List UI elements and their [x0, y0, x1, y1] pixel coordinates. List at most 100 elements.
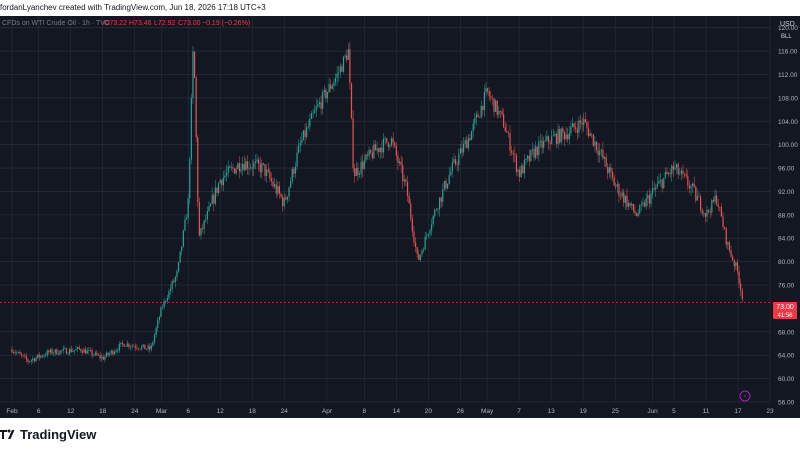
candle-body [740, 283, 742, 291]
y-tick-label: 104.00 [778, 119, 798, 126]
candle-body [511, 150, 513, 153]
candle-body [482, 105, 484, 111]
candle-body [530, 150, 532, 162]
candle-body [370, 149, 372, 153]
candle-body [211, 195, 213, 204]
y-axis: 120.00 116.00 112.00 108.00 104.00 100.00 96.0… [778, 25, 798, 406]
candle-body [184, 219, 186, 231]
candle-body [708, 209, 710, 212]
candle-body [45, 355, 47, 357]
candle-body [687, 176, 689, 186]
brand[interactable]: TradingView [0, 426, 96, 442]
x-tick-label: Mar [156, 408, 168, 415]
candle-body [541, 140, 543, 148]
candle-body [611, 171, 614, 178]
candle-body [515, 155, 518, 172]
candle-body [205, 219, 207, 221]
candle-body [554, 134, 556, 136]
candle-body [741, 290, 743, 300]
x-tick-label: May [481, 408, 494, 415]
candle-body [209, 203, 212, 207]
go-to-realtime-button[interactable]: ⚡ [739, 390, 751, 402]
candle-body [78, 347, 80, 350]
candle-body [519, 169, 521, 177]
candle-body [29, 361, 31, 363]
last-price-value: 73.00 [776, 304, 794, 311]
candle-body [688, 185, 690, 189]
candle-body [208, 206, 210, 211]
x-axis: Feb 6 12 18 24 Mar 6 12 18 24 Apr 8 14 20 26 May 7 13 19 25… [6, 408, 774, 415]
candle-body [568, 133, 570, 140]
candle-body [509, 132, 511, 151]
candle-body [517, 169, 519, 172]
candle-body [459, 148, 461, 155]
candle-body [544, 140, 546, 141]
y-tick-label: 100.00 [778, 142, 798, 149]
candle-body [206, 210, 208, 220]
candle-body [96, 352, 98, 355]
candle-body [602, 149, 604, 159]
candle-body [230, 167, 232, 168]
candle-body [499, 110, 502, 112]
candle-body [651, 188, 654, 194]
candle-body [339, 66, 341, 73]
candle-body [616, 184, 618, 187]
y-tick-label: 60.00 [778, 376, 795, 383]
candle-body [579, 120, 582, 123]
candle-body [600, 149, 602, 152]
candle-body [67, 353, 69, 355]
candle-body [358, 173, 361, 175]
x-tick-label: 11 [703, 408, 710, 415]
candle-body [624, 195, 626, 203]
candle-body [571, 123, 574, 128]
candle-body [149, 346, 151, 350]
candle-body [152, 342, 154, 346]
currency-label[interactable]: USD [780, 21, 795, 28]
candle-body [464, 140, 466, 144]
candle-body [535, 146, 537, 158]
candle-body [414, 242, 417, 248]
candle-body [62, 348, 64, 351]
candle-body [634, 210, 636, 214]
candle-body [49, 349, 52, 353]
candle-body [169, 289, 172, 292]
candle-body [581, 122, 583, 125]
candle-body [663, 177, 665, 189]
candle-body [48, 350, 50, 353]
candle-body [615, 185, 617, 187]
y-tick-label: 96.00 [778, 166, 795, 173]
candle-body [25, 356, 28, 360]
candle-body [427, 234, 429, 236]
candle-body [105, 352, 108, 357]
candle-body [153, 335, 156, 343]
candle-body [317, 104, 319, 107]
unit-label[interactable]: BLL [781, 34, 792, 40]
candle-body [314, 110, 316, 114]
candle-body [250, 167, 252, 168]
candle-body [83, 349, 85, 353]
x-tick-label: 8 [362, 408, 366, 415]
candle-body [53, 352, 55, 354]
candle-body [102, 356, 104, 360]
candle-body [424, 236, 426, 250]
candle-body [389, 145, 391, 147]
candle-body [243, 163, 245, 171]
candle-body [640, 204, 642, 206]
candle-body [142, 344, 144, 347]
candle-body [115, 350, 117, 352]
candle-body [405, 179, 407, 183]
candle-body [293, 168, 295, 174]
candle-body [134, 346, 136, 348]
candle-body [410, 203, 412, 219]
chart-pane[interactable]: Feb 6 12 18 24 Mar 6 12 18 24 Apr 8 14 20 26 May 7 13 19 25… [0, 16, 800, 418]
candle-body [160, 307, 162, 318]
price-chart[interactable]: Feb 6 12 18 24 Mar 6 12 18 24 Apr 8 14 20 26 May 7 13 19 25… [0, 16, 800, 418]
x-tick-label: 13 [548, 408, 556, 415]
candle-body [190, 98, 192, 160]
candle-body [656, 183, 658, 188]
candle-body [716, 195, 718, 205]
candle-body [503, 113, 505, 128]
candle-body [642, 202, 644, 205]
candle-body [727, 242, 729, 245]
candle-body [80, 349, 82, 352]
